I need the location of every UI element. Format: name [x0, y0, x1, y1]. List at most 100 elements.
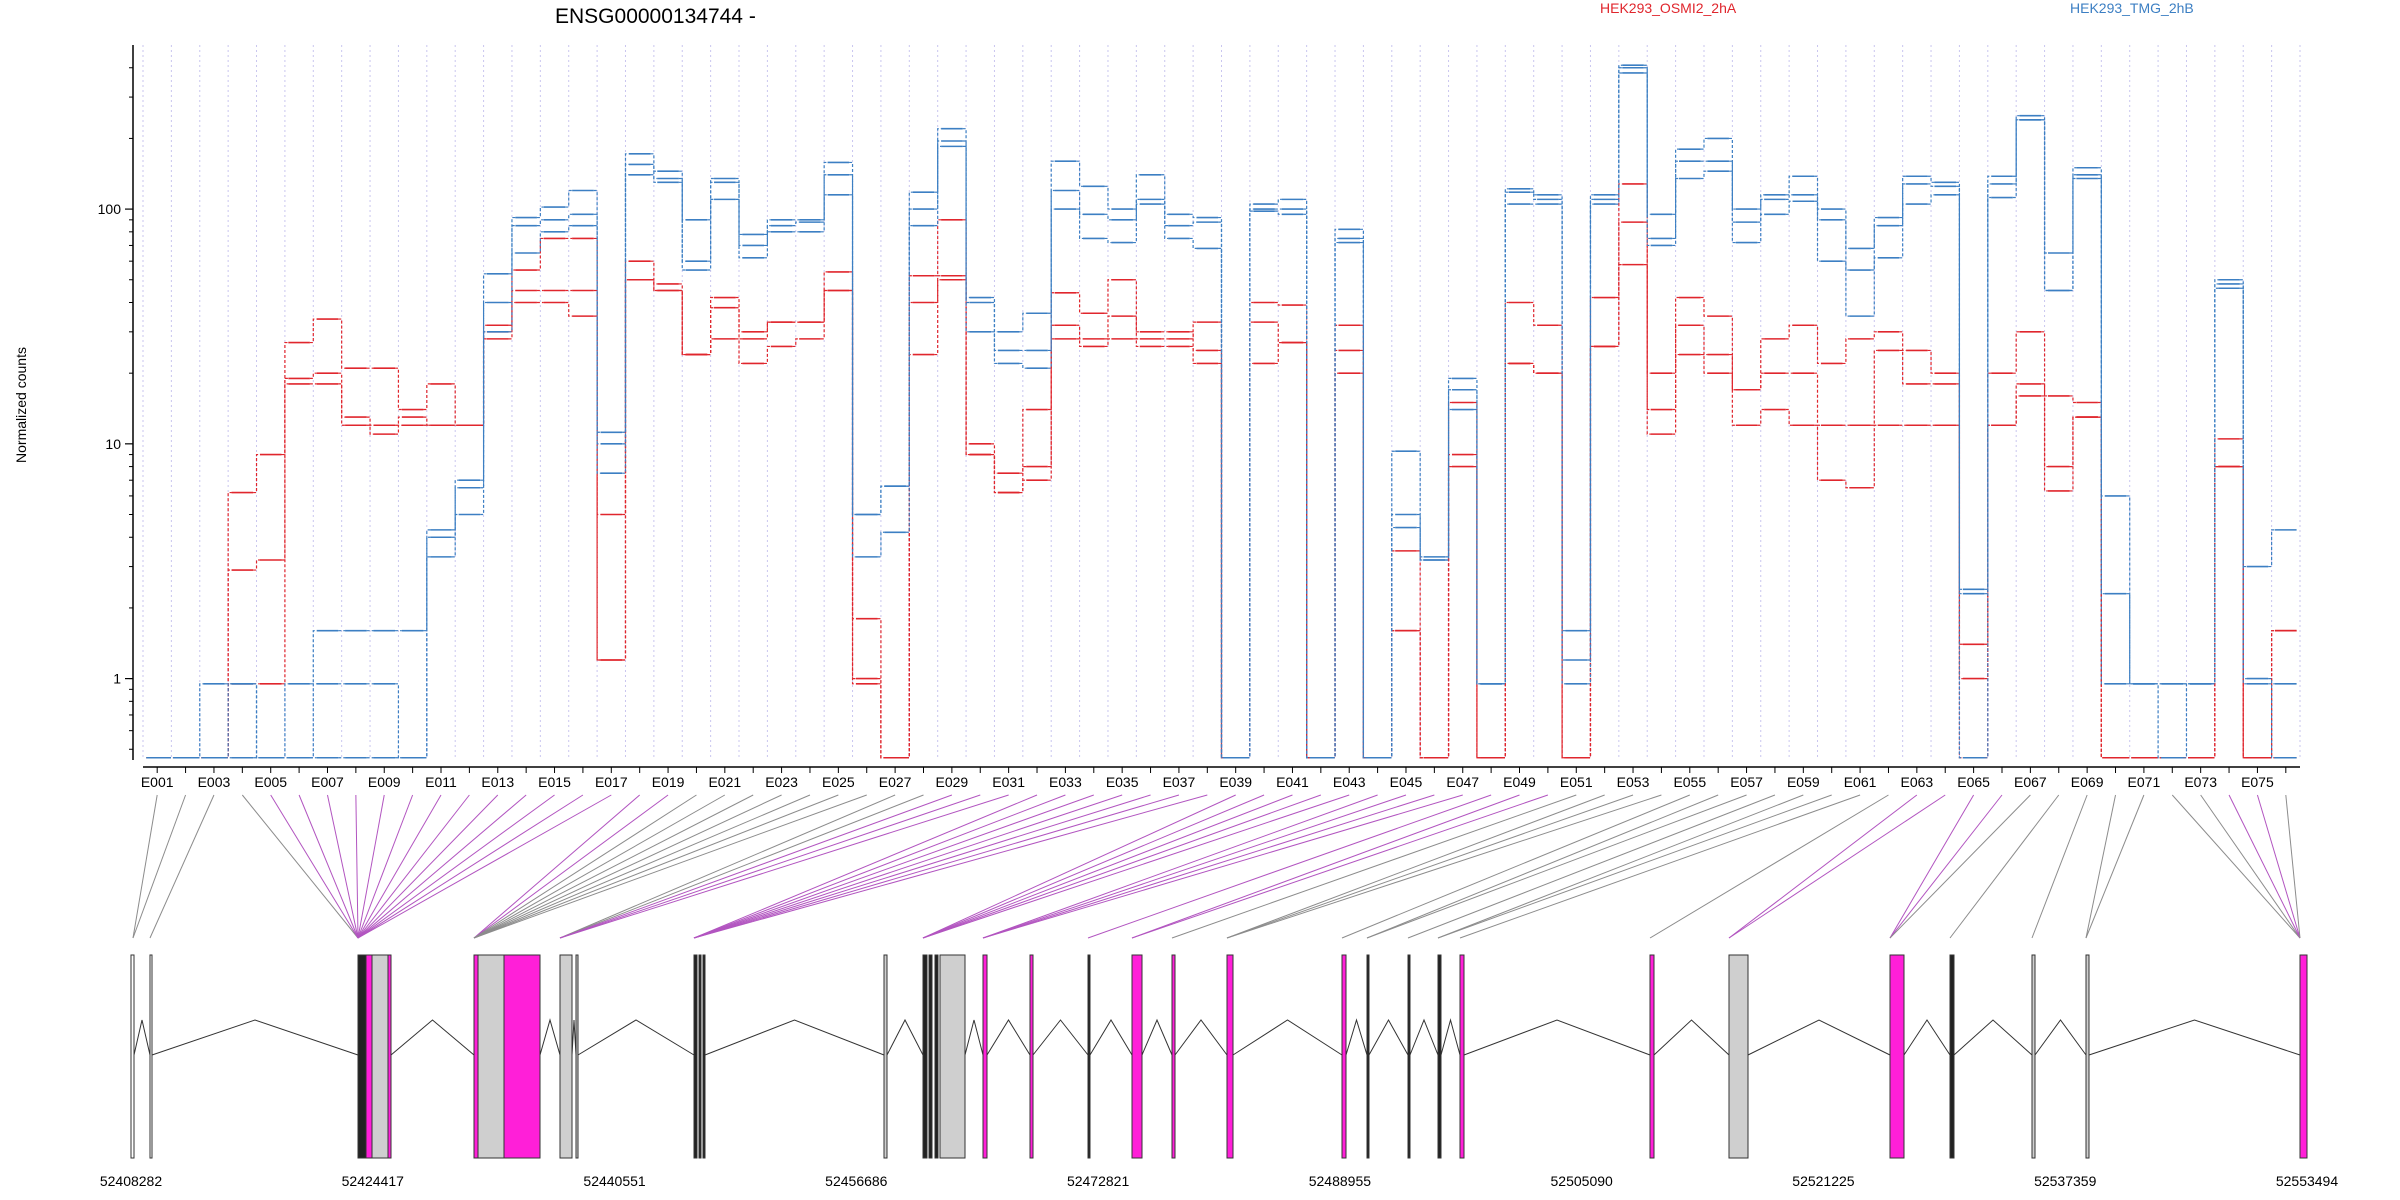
- exon-link: [473, 794, 754, 939]
- series-connector: [735, 198, 743, 259]
- series-connector: [1757, 194, 1765, 210]
- x-tick-label: E045: [1390, 774, 1423, 790]
- exon-block: [939, 954, 966, 1159]
- exon-link: [982, 794, 1435, 939]
- series-connector: [2268, 630, 2276, 759]
- intron: [539, 1018, 561, 1056]
- series-connector: [1530, 188, 1538, 196]
- series-connector: [1473, 465, 1481, 759]
- series-connector: [1274, 198, 1282, 205]
- x-tick-label: E063: [1900, 774, 1933, 790]
- series-connector: [309, 630, 317, 685]
- exon-link: [1366, 794, 1719, 939]
- series-connector: [1047, 208, 1055, 369]
- exon-link: [355, 794, 359, 939]
- exon-link: [693, 794, 1180, 939]
- series-connector: [1899, 331, 1907, 352]
- series-connector: [2126, 593, 2134, 685]
- x-tick-label: E013: [481, 774, 514, 790]
- series-connector: [423, 383, 431, 411]
- x-tick-label: E047: [1446, 774, 1479, 790]
- series-connector: [1019, 408, 1027, 474]
- exon-link: [982, 794, 1463, 939]
- series-connector: [1643, 264, 1651, 435]
- series-connector: [1530, 191, 1538, 200]
- series-connector: [820, 161, 828, 221]
- exon-block: [1949, 954, 1955, 1159]
- series-connector: [2069, 167, 2077, 254]
- y-axis: 1 10 100: [98, 45, 134, 760]
- series-connector: [1927, 349, 1935, 374]
- series-connector: [934, 219, 942, 277]
- series-connector: [253, 683, 260, 759]
- series-connector: [877, 531, 885, 558]
- series-connector: [508, 252, 516, 333]
- series-connector: [451, 487, 459, 538]
- exon-block: [922, 954, 928, 1159]
- x-tick-label: E021: [708, 774, 741, 790]
- exon-block: [149, 954, 153, 1159]
- x-tick-label: E055: [1673, 774, 1706, 790]
- exon-link: [473, 794, 669, 939]
- series-connector: [1132, 338, 1140, 348]
- series-connector: [650, 174, 658, 183]
- intron: [2088, 1019, 2301, 1056]
- series-connector: [650, 260, 658, 292]
- series-connector: [1757, 198, 1765, 223]
- exon-link: [357, 794, 584, 939]
- exon-block: [559, 954, 573, 1159]
- series-connector: [2211, 465, 2219, 759]
- exon-link: [559, 794, 981, 939]
- position-tick-label: 52472821: [1067, 1173, 1130, 1189]
- series-connector: [1189, 345, 1197, 352]
- series-connector: [1530, 362, 1538, 374]
- series-connector: [1700, 296, 1708, 317]
- series-connector: [1303, 341, 1311, 759]
- exon-link: [473, 794, 726, 939]
- series-connector: [593, 315, 601, 516]
- series-connector: [1785, 175, 1793, 196]
- series-connector: [763, 321, 771, 333]
- series-connector: [395, 683, 402, 759]
- series-connector: [253, 559, 260, 571]
- exon-block: [473, 954, 479, 1159]
- series-connector: [1558, 198, 1566, 661]
- intron: [964, 1019, 984, 1056]
- exon-link: [357, 794, 442, 939]
- series-connector: [1842, 260, 1850, 317]
- series-connector: [707, 338, 715, 356]
- exon-link: [922, 794, 1350, 939]
- series-connector: [338, 372, 346, 418]
- series-connector: [1757, 408, 1765, 426]
- intron: [390, 1019, 475, 1056]
- exon-block: [1366, 954, 1370, 1159]
- exon-block: [387, 954, 392, 1159]
- series-connector: [763, 225, 771, 247]
- series-connector: [1927, 175, 1935, 183]
- series-connector: [1842, 338, 1850, 365]
- intron: [1368, 1018, 1409, 1056]
- exon-link: [982, 794, 1407, 939]
- intron: [1089, 1019, 1133, 1056]
- exon-link: [1341, 794, 1690, 939]
- series-connector: [763, 345, 771, 365]
- position-tick-label: 52505090: [1551, 1173, 1614, 1189]
- y-tick-label: 1: [113, 671, 121, 687]
- series-connector: [1870, 331, 1878, 340]
- series-connector: [735, 181, 743, 247]
- series-connector: [2012, 119, 2020, 199]
- series-connector: [536, 206, 544, 219]
- exon-link: [1437, 794, 1804, 939]
- intron: [1747, 1019, 1891, 1056]
- exon-link: [922, 794, 1322, 939]
- series-connector: [1473, 377, 1481, 685]
- series-connector: [650, 279, 658, 292]
- position-tick-label: 52456686: [825, 1173, 888, 1189]
- series-connector: [2041, 395, 2048, 492]
- series-connector: [2069, 395, 2077, 404]
- series-connector: [1728, 353, 1736, 391]
- position-ticks: 52408282 52424417 52440551 52456686 52472821…: [100, 1173, 2339, 1189]
- series-connector: [1785, 194, 1793, 200]
- exon-block: [2085, 954, 2090, 1159]
- exon-block: [702, 954, 706, 1159]
